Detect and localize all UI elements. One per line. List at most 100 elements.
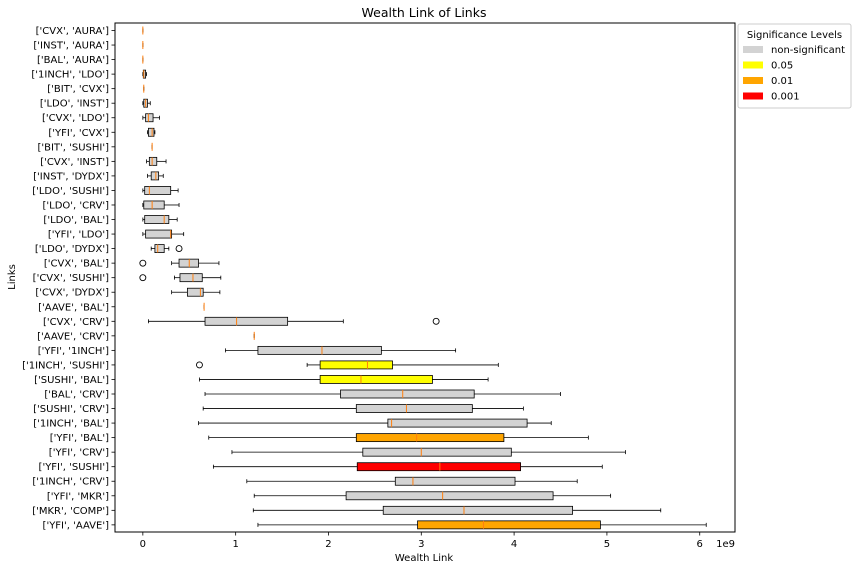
legend-swatch bbox=[743, 77, 763, 84]
x-tick-label: 5 bbox=[604, 539, 610, 550]
y-axis: ['CVX', 'AURA'] ['INST', 'AURA'] ['BAL', '… bbox=[22, 26, 115, 531]
box bbox=[387, 418, 528, 428]
legend-label: 0.001 bbox=[771, 92, 800, 103]
box-group bbox=[208, 433, 589, 443]
y-tick-label: ['BAL', 'CRV'] bbox=[44, 390, 109, 401]
box bbox=[355, 404, 473, 413]
box bbox=[144, 186, 172, 195]
box-group bbox=[150, 244, 183, 254]
y-tick-label: ['CVX', 'INST'] bbox=[40, 157, 109, 168]
y-tick-label: ['YFI', 'CRV'] bbox=[49, 448, 109, 459]
y-tick-label: ['LDO', 'BAL'] bbox=[43, 215, 109, 226]
y-tick-label: ['CVX', 'CRV'] bbox=[43, 317, 109, 328]
box-group bbox=[139, 273, 222, 283]
box-group bbox=[142, 113, 160, 123]
box-group bbox=[257, 520, 707, 530]
y-tick-label: ['1INCH', 'SUSHI'] bbox=[22, 360, 109, 371]
legend-frame bbox=[737, 23, 852, 109]
box bbox=[319, 360, 393, 370]
x-scale-label: 1e9 bbox=[716, 539, 735, 550]
box-group bbox=[231, 447, 626, 457]
legend-swatch bbox=[743, 46, 763, 53]
y-tick-label: ['CVX', 'AURA'] bbox=[36, 26, 109, 37]
y-axis-label: Links bbox=[7, 264, 18, 290]
y-tick-label: ['BIT', 'CVX'] bbox=[47, 84, 109, 95]
legend: Significance Levels non-significant 0.05 0.… bbox=[737, 23, 852, 109]
box-group bbox=[202, 404, 524, 413]
y-tick-label: ['INST', 'AURA'] bbox=[33, 41, 109, 52]
y-tick-label: ['LDO', 'CRV'] bbox=[42, 200, 109, 211]
box bbox=[356, 462, 521, 472]
legend-swatch bbox=[743, 92, 763, 100]
box bbox=[145, 113, 154, 123]
box-group bbox=[246, 476, 578, 486]
y-tick-label: ['LDO', 'DYDX'] bbox=[35, 244, 109, 255]
box-group bbox=[139, 258, 220, 268]
box bbox=[179, 273, 203, 283]
y-tick-label: ['1INCH', 'LDO'] bbox=[31, 70, 109, 81]
box-group bbox=[142, 200, 180, 210]
box bbox=[362, 447, 512, 457]
outlier-point bbox=[196, 361, 203, 369]
box bbox=[417, 520, 601, 530]
y-tick-label: ['AAVE', 'BAL'] bbox=[38, 302, 109, 313]
box-group bbox=[147, 171, 164, 181]
box bbox=[394, 476, 516, 486]
box bbox=[345, 491, 554, 501]
box-group bbox=[252, 505, 662, 515]
box bbox=[144, 215, 170, 224]
box bbox=[186, 287, 204, 297]
y-tick-label: ['MKR', 'COMP'] bbox=[32, 506, 109, 517]
box-group bbox=[196, 360, 499, 370]
y-tick-label: ['YFI', '1INCH'] bbox=[38, 346, 109, 357]
x-tick-label: 6 bbox=[697, 539, 703, 550]
box bbox=[382, 505, 573, 515]
y-tick-label: ['LDO', 'INST'] bbox=[40, 99, 109, 110]
legend-label: 0.01 bbox=[771, 76, 793, 87]
box-group bbox=[142, 98, 151, 108]
box-group bbox=[147, 127, 156, 137]
box bbox=[143, 200, 165, 210]
outlier-point bbox=[139, 259, 147, 267]
box-group bbox=[171, 287, 221, 297]
box-group bbox=[142, 229, 185, 239]
box-group bbox=[199, 375, 489, 384]
y-tick-label: ['SUSHI', 'BAL'] bbox=[34, 375, 109, 386]
outlier-point bbox=[175, 245, 183, 253]
box bbox=[150, 171, 160, 181]
y-tick-label: ['YFI', 'AAVE'] bbox=[43, 520, 110, 531]
box bbox=[204, 316, 289, 326]
box bbox=[154, 244, 165, 254]
box-group bbox=[204, 389, 561, 399]
outlier-point bbox=[139, 274, 147, 282]
box-group bbox=[142, 215, 178, 224]
outlier-point bbox=[432, 317, 440, 325]
y-tick-label: ['CVX', 'BAL'] bbox=[44, 259, 109, 270]
box bbox=[319, 375, 433, 384]
y-tick-label: ['1INCH', 'CRV'] bbox=[32, 477, 109, 488]
box bbox=[148, 156, 158, 166]
y-tick-label: ['BIT', 'SUSHI'] bbox=[37, 142, 109, 153]
legend-swatch bbox=[743, 61, 763, 69]
box-group bbox=[142, 69, 147, 79]
box-group bbox=[198, 418, 552, 428]
chart-title: Wealth Link of Links bbox=[362, 5, 487, 20]
box-group bbox=[146, 156, 167, 166]
y-tick-label: ['YFI', 'BAL'] bbox=[50, 433, 109, 444]
legend-label: non-significant bbox=[771, 45, 845, 56]
box bbox=[148, 127, 155, 137]
y-tick-label: ['YFI', 'LDO'] bbox=[48, 230, 109, 241]
y-tick-label: ['CVX', 'DYDX'] bbox=[35, 288, 109, 299]
legend-title: Significance Levels bbox=[747, 30, 842, 41]
box bbox=[257, 345, 382, 355]
x-tick-label: 2 bbox=[325, 539, 331, 550]
y-tick-label: ['AAVE', 'CRV'] bbox=[37, 331, 109, 342]
x-tick-label: 1 bbox=[232, 539, 238, 550]
x-tick-label: 4 bbox=[511, 539, 517, 550]
boxes-layer bbox=[139, 26, 707, 530]
y-tick-label: ['YFI', 'CVX'] bbox=[48, 128, 109, 139]
x-axis-label: Wealth Link bbox=[395, 553, 453, 564]
box bbox=[145, 229, 173, 239]
box-group bbox=[225, 345, 457, 355]
